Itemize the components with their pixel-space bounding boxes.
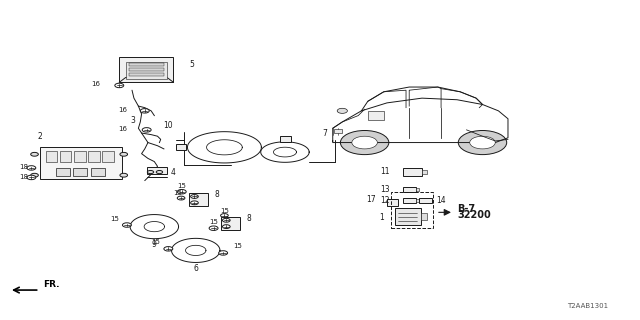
Polygon shape	[333, 98, 508, 142]
Text: 4: 4	[170, 168, 175, 177]
Text: 8: 8	[246, 214, 252, 223]
Text: 16: 16	[118, 107, 127, 113]
Circle shape	[209, 226, 218, 230]
Bar	[221, 217, 241, 230]
Circle shape	[122, 223, 131, 227]
Bar	[176, 143, 186, 150]
Circle shape	[120, 173, 127, 177]
Bar	[129, 73, 164, 76]
Text: 11: 11	[381, 167, 390, 176]
Circle shape	[221, 214, 228, 217]
Text: 8: 8	[215, 190, 220, 199]
Text: FR.: FR.	[43, 280, 60, 289]
Bar	[102, 151, 113, 162]
Bar	[420, 213, 427, 220]
Text: 9: 9	[152, 240, 157, 249]
Bar	[147, 167, 167, 174]
Text: 15: 15	[151, 239, 160, 245]
Text: 18: 18	[19, 174, 28, 180]
Text: 3: 3	[131, 116, 135, 125]
Text: 15: 15	[220, 208, 229, 214]
Circle shape	[177, 196, 185, 200]
Circle shape	[140, 108, 149, 113]
Bar	[74, 168, 88, 177]
Bar	[334, 129, 342, 133]
Circle shape	[470, 136, 495, 149]
Bar	[403, 168, 422, 176]
Circle shape	[147, 171, 154, 174]
Bar	[60, 151, 72, 162]
Circle shape	[27, 175, 36, 180]
Circle shape	[177, 189, 186, 194]
Text: B-7: B-7	[457, 204, 475, 214]
Bar	[129, 63, 164, 66]
Text: 17: 17	[366, 195, 376, 204]
Circle shape	[31, 152, 38, 156]
Text: 32200: 32200	[457, 210, 491, 220]
Bar	[125, 62, 167, 79]
Text: 14: 14	[436, 196, 446, 205]
Circle shape	[27, 166, 36, 170]
Circle shape	[223, 225, 230, 228]
Circle shape	[223, 218, 230, 222]
Circle shape	[340, 131, 389, 155]
Text: 1: 1	[379, 212, 384, 222]
Bar	[280, 136, 291, 142]
Bar	[46, 151, 58, 162]
Bar	[40, 147, 122, 179]
Circle shape	[191, 201, 198, 205]
Text: 12: 12	[381, 196, 390, 205]
Circle shape	[352, 136, 378, 149]
Text: 15: 15	[109, 216, 118, 222]
Text: 10: 10	[164, 121, 173, 130]
Text: 2: 2	[37, 132, 42, 141]
Bar	[88, 151, 100, 162]
Circle shape	[120, 152, 127, 156]
Circle shape	[115, 83, 124, 88]
Text: 15: 15	[234, 243, 242, 249]
Bar	[56, 168, 70, 177]
Bar	[368, 111, 384, 120]
Bar	[403, 187, 415, 192]
Circle shape	[142, 128, 151, 132]
Circle shape	[219, 251, 228, 255]
Bar	[395, 208, 420, 225]
Text: 16: 16	[118, 126, 127, 132]
Text: 5: 5	[189, 60, 195, 69]
Text: 6: 6	[193, 264, 198, 273]
Bar	[415, 188, 419, 191]
Circle shape	[337, 108, 348, 113]
Circle shape	[156, 171, 163, 174]
Bar	[74, 151, 86, 162]
Circle shape	[458, 131, 507, 155]
Bar	[403, 198, 415, 203]
Bar	[415, 199, 419, 202]
Bar	[392, 192, 433, 228]
Circle shape	[31, 173, 38, 177]
Bar	[189, 193, 209, 206]
Bar	[422, 170, 427, 174]
Bar	[92, 168, 105, 177]
Bar	[387, 199, 398, 206]
Circle shape	[164, 247, 173, 251]
Text: 18: 18	[19, 164, 28, 170]
Bar	[119, 57, 173, 82]
Text: 15: 15	[177, 183, 186, 189]
Bar	[419, 198, 431, 203]
Text: 15: 15	[209, 219, 218, 225]
Circle shape	[191, 195, 198, 198]
Text: 16: 16	[91, 81, 100, 87]
Text: T2AAB1301: T2AAB1301	[567, 303, 608, 309]
Bar	[129, 68, 164, 71]
Text: 15: 15	[173, 190, 182, 196]
Text: 7: 7	[323, 129, 328, 138]
Text: 13: 13	[380, 185, 390, 194]
